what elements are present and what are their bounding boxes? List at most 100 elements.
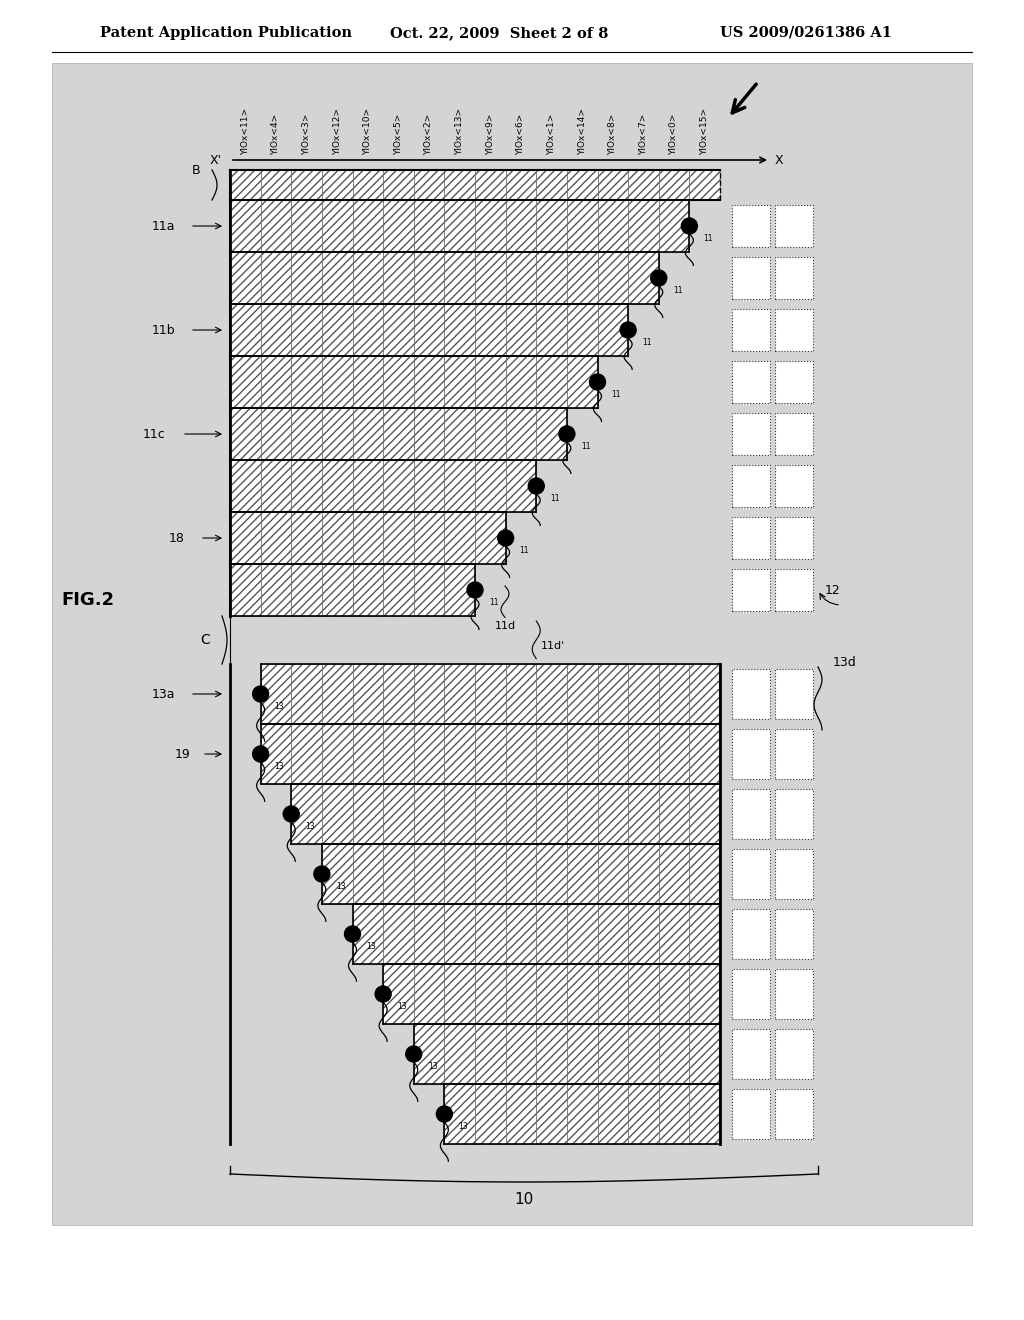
Point (937, 61, 953, 82)
Point (514, 890, 530, 911)
Point (439, 231, 456, 252)
Point (884, 818, 900, 840)
Point (358, 474, 375, 495)
Point (193, 711, 209, 733)
Point (550, 783, 566, 804)
Point (757, 329, 773, 350)
Point (764, 675, 780, 696)
Point (359, 603, 376, 624)
Point (530, 119, 547, 140)
Point (241, 71, 257, 92)
Point (271, 276, 288, 297)
Point (379, 887, 395, 908)
Point (865, 282, 882, 304)
Point (268, 817, 285, 838)
Point (395, 1209, 412, 1230)
Point (302, 1163, 318, 1184)
Bar (597, 664, 628, 723)
Point (101, 446, 118, 467)
Point (207, 533, 223, 554)
Point (905, 975, 922, 997)
Point (266, 759, 283, 780)
Point (675, 502, 691, 523)
Point (180, 874, 197, 895)
Point (503, 939, 519, 960)
Point (931, 173, 947, 194)
Point (223, 796, 240, 817)
Point (644, 1071, 660, 1092)
Point (212, 800, 228, 821)
Point (215, 639, 231, 660)
Point (45, 614, 61, 635)
Point (855, 1047, 871, 1068)
Point (119, 136, 135, 157)
Point (961, 1065, 977, 1086)
Point (262, 850, 279, 871)
Point (262, 1094, 279, 1115)
Point (596, 147, 612, 168)
Point (426, 611, 442, 632)
Point (303, 577, 319, 598)
Point (906, 1134, 923, 1155)
Point (610, 1051, 627, 1072)
Point (412, 190, 428, 211)
Point (905, 165, 922, 186)
Point (427, 301, 443, 322)
Point (904, 238, 921, 259)
Point (281, 915, 297, 936)
Point (77, 832, 93, 853)
Point (831, 243, 848, 264)
Point (879, 1152, 895, 1173)
Point (561, 902, 578, 923)
Point (194, 147, 210, 168)
Point (773, 834, 790, 855)
Point (319, 1139, 336, 1160)
Point (607, 678, 624, 700)
Point (263, 81, 280, 102)
Point (590, 731, 606, 752)
Point (494, 288, 510, 309)
Point (188, 384, 205, 405)
Point (329, 754, 345, 775)
Point (426, 1129, 442, 1150)
Point (783, 396, 800, 417)
Point (769, 820, 785, 841)
Point (796, 271, 812, 292)
Point (510, 676, 526, 697)
Bar (732, 360, 770, 404)
Point (210, 257, 226, 279)
Point (599, 275, 615, 296)
Point (638, 99, 654, 120)
Point (344, 701, 360, 722)
Point (89, 949, 105, 970)
Point (465, 248, 481, 269)
Point (185, 234, 202, 255)
Point (963, 1064, 979, 1085)
Point (325, 822, 341, 843)
Point (769, 94, 785, 115)
Point (835, 979, 851, 1001)
Point (214, 474, 230, 495)
Point (774, 1104, 791, 1125)
Point (78, 205, 94, 226)
Point (723, 129, 739, 150)
Point (665, 845, 681, 866)
Point (465, 577, 481, 598)
Point (673, 669, 689, 690)
Point (873, 858, 890, 879)
Point (776, 404, 793, 425)
Point (552, 892, 568, 913)
Point (677, 1084, 693, 1105)
Point (339, 603, 355, 624)
Point (241, 727, 257, 748)
Point (851, 1188, 867, 1209)
Point (291, 832, 307, 853)
Point (702, 561, 719, 582)
Bar (475, 459, 506, 512)
Point (811, 510, 827, 531)
Point (666, 669, 682, 690)
Point (715, 150, 731, 172)
Point (278, 383, 294, 404)
Point (918, 147, 934, 168)
Point (104, 849, 121, 870)
